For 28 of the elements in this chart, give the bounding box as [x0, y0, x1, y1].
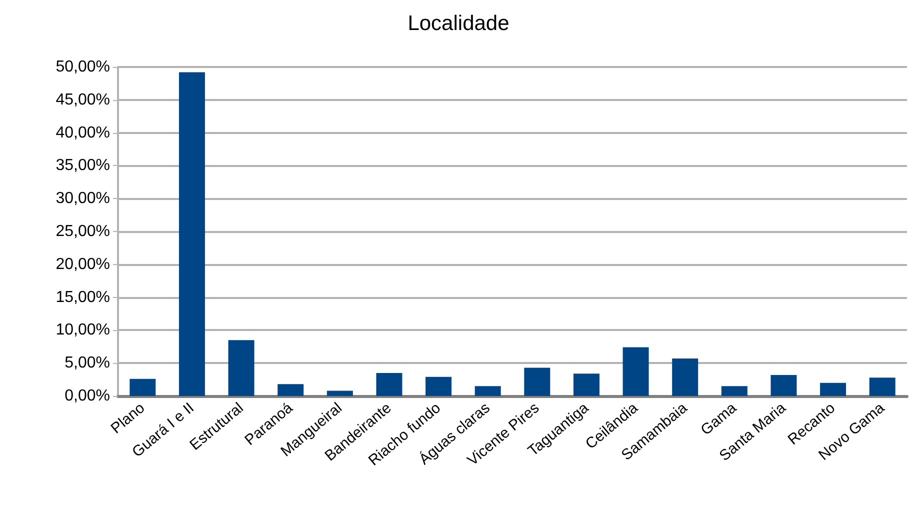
bar [426, 376, 452, 396]
y-tick-label: 15,00% [56, 288, 110, 306]
bar [474, 386, 501, 396]
y-tick-label: 10,00% [56, 322, 110, 339]
bar [573, 374, 600, 396]
y-tick-label: 25,00% [56, 223, 110, 240]
bar [178, 72, 205, 396]
y-tick-label: 5,00% [64, 354, 110, 372]
y-tick-label: 50,00% [56, 58, 110, 76]
y-tick-label: 20,00% [56, 256, 110, 273]
bar [376, 372, 402, 396]
y-tick-label: 0,00% [64, 388, 110, 404]
y-tick-label: 35,00% [56, 157, 110, 174]
bar [130, 378, 156, 396]
y-tick-label: 45,00% [56, 91, 110, 108]
bar [622, 347, 649, 396]
bar [770, 374, 797, 396]
bar [721, 386, 748, 396]
bar [524, 368, 550, 396]
bar [326, 390, 353, 396]
y-tick-label: 40,00% [56, 124, 110, 142]
bar [869, 378, 896, 396]
bar [820, 382, 846, 396]
y-tick-label: 30,00% [56, 190, 110, 208]
bar [672, 358, 698, 396]
bar [228, 340, 254, 396]
bar [278, 384, 304, 396]
chart-title: Localidade [408, 12, 510, 35]
